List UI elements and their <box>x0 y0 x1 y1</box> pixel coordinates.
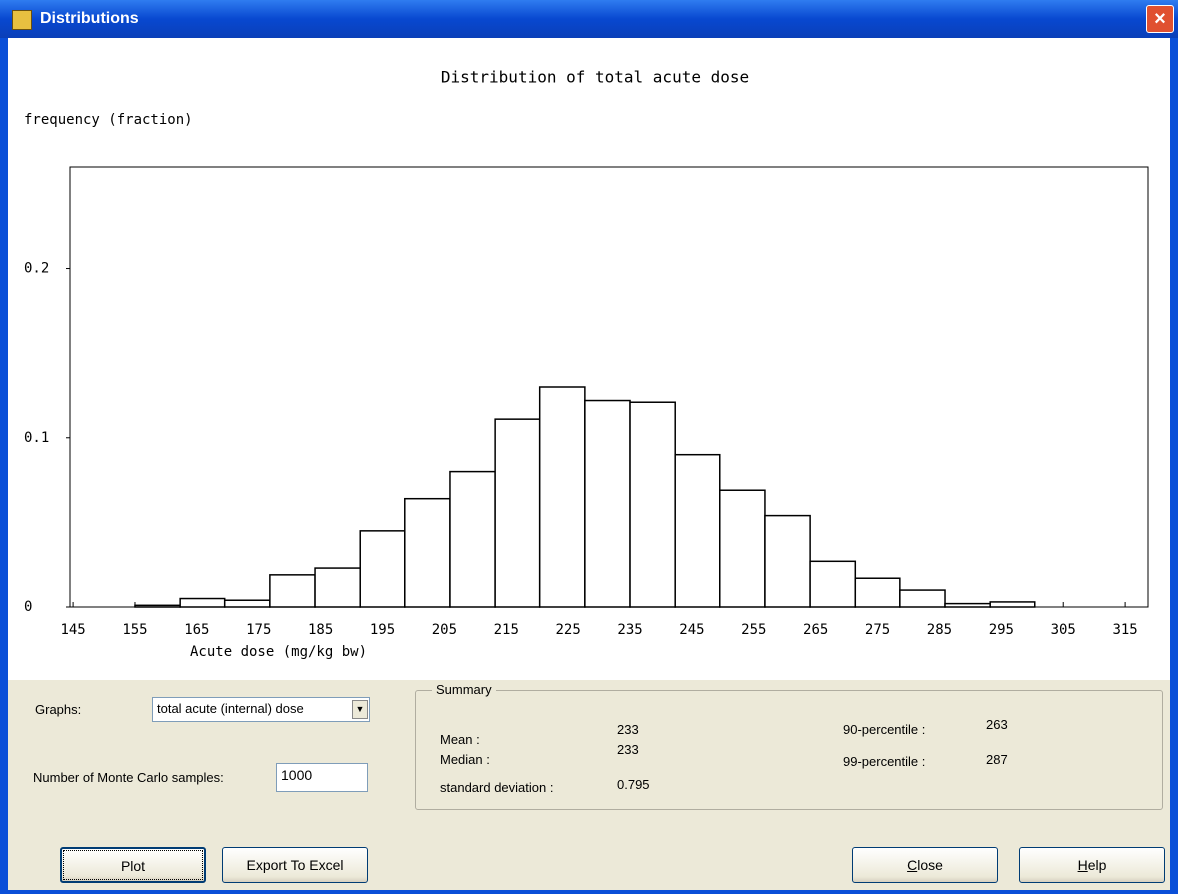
bar <box>404 497 451 608</box>
x-tick-label: 145 <box>60 622 85 638</box>
bar <box>494 418 541 608</box>
graphs-label: Graphs: <box>35 702 82 717</box>
samples-label: Number of Monte Carlo samples: <box>33 770 224 785</box>
x-tick-label: 185 <box>308 622 333 638</box>
window-title: Distributions <box>40 10 139 27</box>
x-tick-label: 195 <box>370 622 395 638</box>
bar <box>764 514 811 608</box>
button[interactable]: Plot <box>60 847 206 883</box>
x-axis-label: Acute dose (mg/kg bw) <box>190 644 367 660</box>
x-tick-label: 175 <box>246 622 271 638</box>
bar <box>134 604 181 608</box>
x-tick-label: 235 <box>617 622 642 638</box>
bar <box>854 577 901 608</box>
window-icon <box>12 10 32 30</box>
title-bar <box>0 0 1178 38</box>
summary-label: 90-percentile : <box>843 722 926 737</box>
x-tick-label: 155 <box>122 622 147 638</box>
x-tick-label: 225 <box>556 622 581 638</box>
x-tick-label: 305 <box>1051 622 1076 638</box>
x-tick-label: 265 <box>803 622 828 638</box>
summary-title: Summary <box>432 682 496 697</box>
button[interactable]: Export To Excel <box>222 847 368 883</box>
samples-input[interactable]: 1000 <box>276 763 368 792</box>
bar <box>944 602 991 608</box>
x-tick-label: 245 <box>679 622 704 638</box>
y-tick-label: 0 <box>24 599 32 615</box>
x-tick-label: 315 <box>1112 622 1137 638</box>
x-tick-label: 165 <box>184 622 209 638</box>
bar <box>314 567 361 608</box>
x-tick-label: 295 <box>989 622 1014 638</box>
bar <box>223 599 271 608</box>
bar <box>269 574 316 608</box>
bar <box>989 601 1036 608</box>
x-tick-label: 255 <box>741 622 766 638</box>
bar <box>584 399 631 608</box>
button[interactable]: Close <box>852 847 998 883</box>
summary-value: 263 <box>986 717 1008 732</box>
bar <box>359 530 406 608</box>
bar <box>899 589 946 608</box>
bar <box>179 597 226 608</box>
summary-label: 99-percentile : <box>843 754 926 769</box>
x-tick-label: 205 <box>432 622 457 638</box>
x-tick-label: 215 <box>494 622 519 638</box>
summary-value: 287 <box>986 752 1008 767</box>
y-tick-label: 0.2 <box>24 261 49 277</box>
x-tick-label: 285 <box>927 622 952 638</box>
x-tick-label: 275 <box>865 622 890 638</box>
summary-label: Mean : <box>440 732 480 747</box>
chart: Distribution of total acute dose frequen… <box>24 68 1149 660</box>
chart-title: Distribution of total acute dose <box>441 68 749 87</box>
y-axis-label: frequency (fraction) <box>24 112 193 128</box>
bar <box>719 489 766 608</box>
bar <box>449 470 496 608</box>
bar <box>809 560 857 608</box>
summary-label: standard deviation : <box>440 780 554 795</box>
summary-value: 233 <box>617 722 639 737</box>
y-tick-label: 0.1 <box>24 430 49 446</box>
close-window-button[interactable]: × <box>1146 5 1174 33</box>
dropdown-arrow[interactable]: ▼ <box>352 700 368 719</box>
bar <box>674 453 721 608</box>
summary-value: 0.795 <box>617 777 650 792</box>
summary-label: Median : <box>440 752 490 767</box>
summary-group <box>415 690 1163 810</box>
graphs-select[interactable]: total acute (internal) dose <box>152 697 370 722</box>
bar <box>538 386 586 608</box>
bar <box>629 401 676 608</box>
summary-value: 233 <box>617 742 639 757</box>
button[interactable]: Help <box>1019 847 1165 883</box>
